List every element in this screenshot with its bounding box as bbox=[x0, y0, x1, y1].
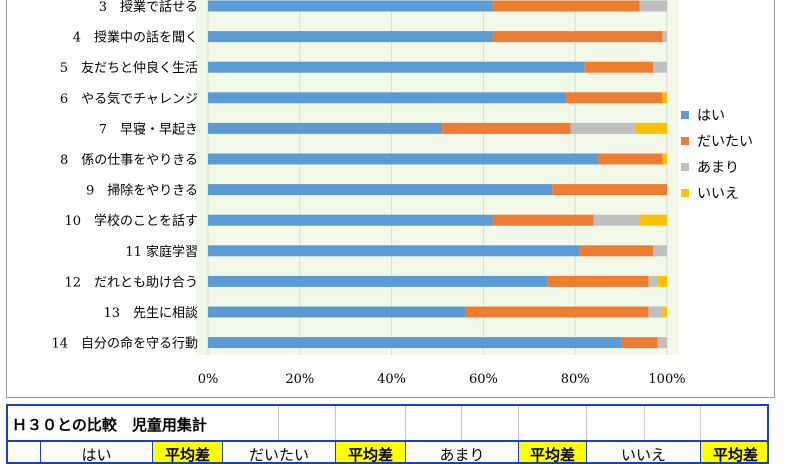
bar-segment bbox=[547, 275, 649, 287]
x-tick-label: 100% bbox=[648, 372, 685, 387]
bar-segment bbox=[208, 0, 493, 12]
bar-segment bbox=[634, 122, 667, 134]
bar-segment bbox=[208, 306, 466, 318]
bar-segment bbox=[639, 214, 667, 226]
bar-segment bbox=[208, 245, 580, 257]
table-grid-line bbox=[586, 406, 587, 442]
table-header-diff: 平均差 bbox=[152, 442, 222, 462]
legend-swatch bbox=[681, 163, 689, 171]
bar-segment bbox=[648, 275, 658, 287]
bar-segment bbox=[584, 61, 654, 73]
x-tick-label: 80% bbox=[561, 372, 590, 387]
bar-segment bbox=[208, 275, 548, 287]
bar-segment bbox=[208, 337, 622, 349]
table-title: Ｈ３０との比較 児童用集計 bbox=[12, 416, 207, 434]
bar-segment bbox=[653, 61, 667, 73]
bar-segment bbox=[492, 0, 640, 12]
bar-segment bbox=[653, 245, 667, 257]
bar-segment bbox=[579, 245, 654, 257]
bar-segment bbox=[657, 337, 667, 349]
table-header-rule bbox=[8, 440, 767, 442]
x-tick-label: 20% bbox=[285, 372, 314, 387]
bar-segment bbox=[492, 31, 663, 43]
bar-segment bbox=[208, 122, 443, 134]
category-label: 14 自分の命を守る行動 bbox=[51, 336, 198, 352]
table-grid-line bbox=[461, 406, 462, 442]
bar-segment bbox=[208, 61, 585, 73]
legend-swatch bbox=[681, 137, 689, 145]
x-tick-label: 40% bbox=[377, 372, 406, 387]
bar-segment bbox=[566, 92, 663, 104]
legend-label: はい bbox=[697, 108, 725, 124]
bar-segment bbox=[648, 306, 663, 318]
category-label: 6 やる気でチャレンジ bbox=[60, 91, 198, 107]
category-label: 9 掃除をやりきる bbox=[86, 183, 198, 199]
table-header-diff: 平均差 bbox=[335, 442, 405, 462]
bar-segment bbox=[662, 153, 667, 165]
legend-label: いいえ bbox=[697, 186, 739, 202]
category-label: 12 だれとも助け合う bbox=[64, 275, 198, 290]
table-grid-line bbox=[518, 406, 519, 442]
bar-segment bbox=[465, 306, 649, 318]
table-grid-line bbox=[700, 406, 701, 442]
bar-segment bbox=[208, 31, 493, 43]
table-header-amari: あまり bbox=[405, 442, 518, 462]
legend-label: あまり bbox=[697, 160, 739, 176]
category-label: 10 学校のことを話す bbox=[64, 213, 198, 229]
bar-segment bbox=[621, 337, 658, 349]
bar-segment bbox=[208, 184, 553, 196]
bar-segment bbox=[552, 184, 667, 196]
table-grid-line bbox=[278, 406, 279, 442]
comparison-table: Ｈ３０との比較 児童用集計 はい 平均差 だいたい 平均差 あまり 平均差 いい… bbox=[6, 404, 769, 464]
legend-swatch bbox=[681, 189, 689, 197]
bar-segment bbox=[570, 122, 635, 134]
table-header-diff: 平均差 bbox=[700, 442, 767, 462]
chart-frame: 3 授業で話せる 4 授業中の話を聞く 5 友だちと仲良く生活 6 やる気でチャレンジ… bbox=[6, 0, 775, 398]
table-header-diff: 平均差 bbox=[518, 442, 586, 462]
bar-segment bbox=[662, 31, 667, 43]
category-label: 3 授業で話せる bbox=[99, 0, 198, 15]
bar-segment bbox=[657, 275, 667, 287]
legend-swatch bbox=[681, 111, 689, 119]
category-label: 13 先生に相談 bbox=[103, 305, 198, 321]
category-label: 4 授業中の話を聞く bbox=[73, 30, 198, 46]
category-label: 7 早寝・早起き bbox=[99, 121, 198, 137]
bar-segment bbox=[639, 0, 667, 12]
x-tick-label: 0% bbox=[198, 372, 219, 387]
x-tick-label: 60% bbox=[469, 372, 498, 387]
bar-segment bbox=[208, 92, 567, 104]
table-grid-line bbox=[644, 406, 645, 442]
bar-segment bbox=[492, 214, 594, 226]
table-header-daitai: だいたい bbox=[222, 442, 335, 462]
category-label: 11 家庭学習 bbox=[125, 244, 198, 260]
stacked-bar-chart: 3 授業で話せる 4 授業中の話を聞く 5 友だちと仲良く生活 6 やる気でチャレンジ… bbox=[51, 0, 753, 387]
category-label: 5 友だちと仲良く生活 bbox=[60, 60, 198, 76]
bar-segment bbox=[208, 153, 599, 165]
plot-area bbox=[196, 0, 679, 355]
bar-segment bbox=[598, 153, 663, 165]
bar-segment bbox=[662, 306, 667, 318]
bar-segment bbox=[208, 214, 493, 226]
legend-label: だいたい bbox=[697, 134, 753, 150]
table-header-hai: はい bbox=[40, 442, 152, 462]
bar-segment bbox=[442, 122, 571, 134]
table-grid-line bbox=[335, 406, 336, 442]
table-grid-line bbox=[405, 406, 406, 442]
bar-segment bbox=[662, 92, 667, 104]
table-header-iie: いいえ bbox=[586, 442, 700, 462]
bar-segment bbox=[593, 214, 640, 226]
category-label: 8 係の仕事をやりきる bbox=[60, 153, 198, 168]
